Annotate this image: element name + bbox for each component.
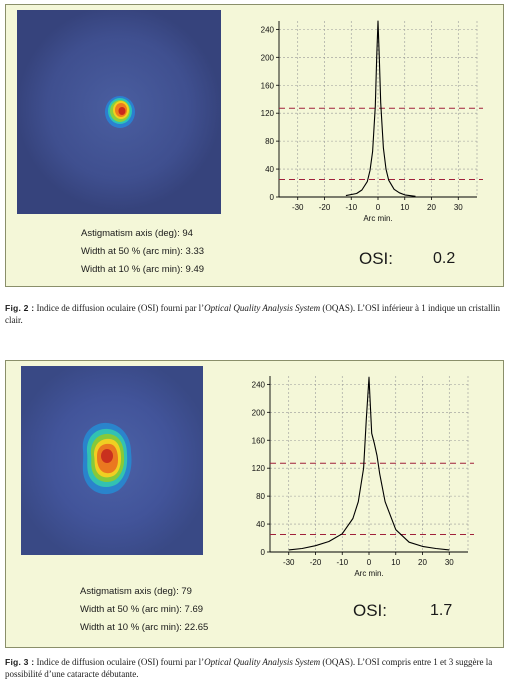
y-tick-label: 80 bbox=[256, 492, 265, 501]
x-tick-label: -10 bbox=[345, 203, 357, 212]
fig3-w50-row: Width at 50 % (arc min): 7.69 bbox=[80, 601, 208, 619]
x-tick-label: 10 bbox=[400, 203, 409, 212]
fig3-w10-row: Width at 10 % (arc min): 22.65 bbox=[80, 619, 208, 637]
y-tick-label: 0 bbox=[261, 548, 266, 557]
y-tick-label: 40 bbox=[265, 165, 274, 174]
y-tick-label: 0 bbox=[270, 193, 275, 202]
fig3-caption: Fig. 3 : Indice de diffusion oculaire (O… bbox=[5, 656, 505, 680]
y-tick-label: 160 bbox=[261, 81, 275, 90]
fig2-caption-text1: Indice de diffusion oculaire (OSI) fourn… bbox=[34, 303, 205, 313]
osi-label: OSI: bbox=[353, 601, 388, 620]
w10-label: Width at 10 % (arc min): bbox=[80, 622, 182, 633]
fig2-stats: Astigmatism axis (deg): 94 Width at 50 %… bbox=[81, 225, 204, 279]
fig2-caption: Fig. 2 : Indice de diffusion oculaire (O… bbox=[5, 302, 505, 326]
w10-label: Width at 10 % (arc min): bbox=[81, 264, 183, 275]
fig3-stats: Astigmatism axis (deg): 79 Width at 50 %… bbox=[80, 583, 208, 637]
w50-value: 3.33 bbox=[185, 246, 205, 257]
fig3-caption-label: Fig. 3 : bbox=[5, 657, 35, 667]
astig-label: Astigmatism axis (deg): bbox=[80, 586, 179, 597]
x-tick-label: -10 bbox=[336, 558, 348, 567]
y-tick-label: 200 bbox=[261, 53, 275, 62]
astig-value: 94 bbox=[182, 228, 193, 239]
x-tick-label: 0 bbox=[367, 558, 372, 567]
fig2-osi: OSI: 0.2 bbox=[359, 249, 455, 269]
fig3-heatmap bbox=[21, 366, 203, 555]
w50-value: 7.69 bbox=[184, 604, 204, 615]
fig2-caption-label: Fig. 2 : bbox=[5, 303, 35, 313]
fig2-w10-row: Width at 10 % (arc min): 9.49 bbox=[81, 261, 204, 279]
y-tick-label: 240 bbox=[261, 25, 275, 34]
x-tick-label: -30 bbox=[292, 203, 304, 212]
astig-label: Astigmatism axis (deg): bbox=[81, 228, 180, 239]
y-tick-label: 240 bbox=[252, 380, 266, 389]
osi-value: 0.2 bbox=[433, 250, 456, 267]
fig3-astig-row: Astigmatism axis (deg): 79 bbox=[80, 583, 208, 601]
x-tick-label: 20 bbox=[418, 558, 427, 567]
x-tick-label: -20 bbox=[310, 558, 322, 567]
x-tick-label: 30 bbox=[445, 558, 454, 567]
fig2-astig-row: Astigmatism axis (deg): 94 bbox=[81, 225, 204, 243]
x-tick-label: 30 bbox=[454, 203, 463, 212]
fig2-spot-red bbox=[118, 107, 126, 115]
w50-label: Width at 50 % (arc min): bbox=[81, 246, 183, 257]
x-axis-label: Arc min. bbox=[354, 569, 383, 578]
figure-3-panel: 0 40 80 120 160 200 240 -30 -20 -10 0 10 20 30 Arc min… bbox=[5, 360, 504, 648]
fig3-caption-italic: Optical Quality Analysis System bbox=[204, 657, 321, 667]
x-axis-label: Arc min. bbox=[363, 214, 392, 223]
astig-value: 79 bbox=[181, 586, 192, 597]
x-tick-label: 20 bbox=[427, 203, 436, 212]
psf-curve bbox=[288, 376, 450, 551]
y-tick-label: 120 bbox=[261, 109, 275, 118]
fig3-plot: 0 40 80 120 160 200 240 -30 -20 -10 0 10 20 30 Arc min… bbox=[238, 370, 482, 584]
fig3-caption-text1: Indice de diffusion oculaire (OSI) fourn… bbox=[34, 657, 205, 667]
osi-label: OSI: bbox=[359, 249, 394, 268]
osi-value: 1.7 bbox=[430, 602, 453, 619]
figure-2-panel: 0 40 80 120 160 200 240 -30 -20 -10 0 10 20 30 Arc min… bbox=[5, 4, 504, 287]
x-tick-label: -20 bbox=[319, 203, 331, 212]
fig2-caption-text2: (OQAS). L’OSI inférieur à 1 indique un c… bbox=[5, 303, 501, 325]
fig2-w50-row: Width at 50 % (arc min): 3.33 bbox=[81, 243, 204, 261]
x-tick-label: 10 bbox=[391, 558, 400, 567]
w10-value: 9.49 bbox=[185, 264, 205, 275]
psf-curve bbox=[345, 20, 416, 197]
fig2-heatmap bbox=[17, 10, 221, 214]
fig2-caption-italic: Optical Quality Analysis System bbox=[204, 303, 321, 313]
w10-value: 22.65 bbox=[184, 622, 209, 633]
w50-label: Width at 50 % (arc min): bbox=[80, 604, 182, 615]
y-tick-label: 40 bbox=[256, 520, 265, 529]
y-tick-label: 200 bbox=[252, 408, 266, 417]
x-tick-label: -30 bbox=[283, 558, 295, 567]
y-tick-label: 160 bbox=[252, 436, 266, 445]
fig3-osi: OSI: 1.7 bbox=[353, 601, 452, 621]
y-tick-label: 80 bbox=[265, 137, 274, 146]
fig3-spot-red bbox=[101, 449, 113, 463]
fig2-plot: 0 40 80 120 160 200 240 -30 -20 -10 0 10 20 30 Arc min… bbox=[247, 15, 491, 229]
y-tick-label: 120 bbox=[252, 464, 266, 473]
fig3-caption-text2: (OQAS). L’OSI compris entre 1 et 3 suggè… bbox=[5, 657, 493, 679]
x-tick-label: 0 bbox=[376, 203, 381, 212]
